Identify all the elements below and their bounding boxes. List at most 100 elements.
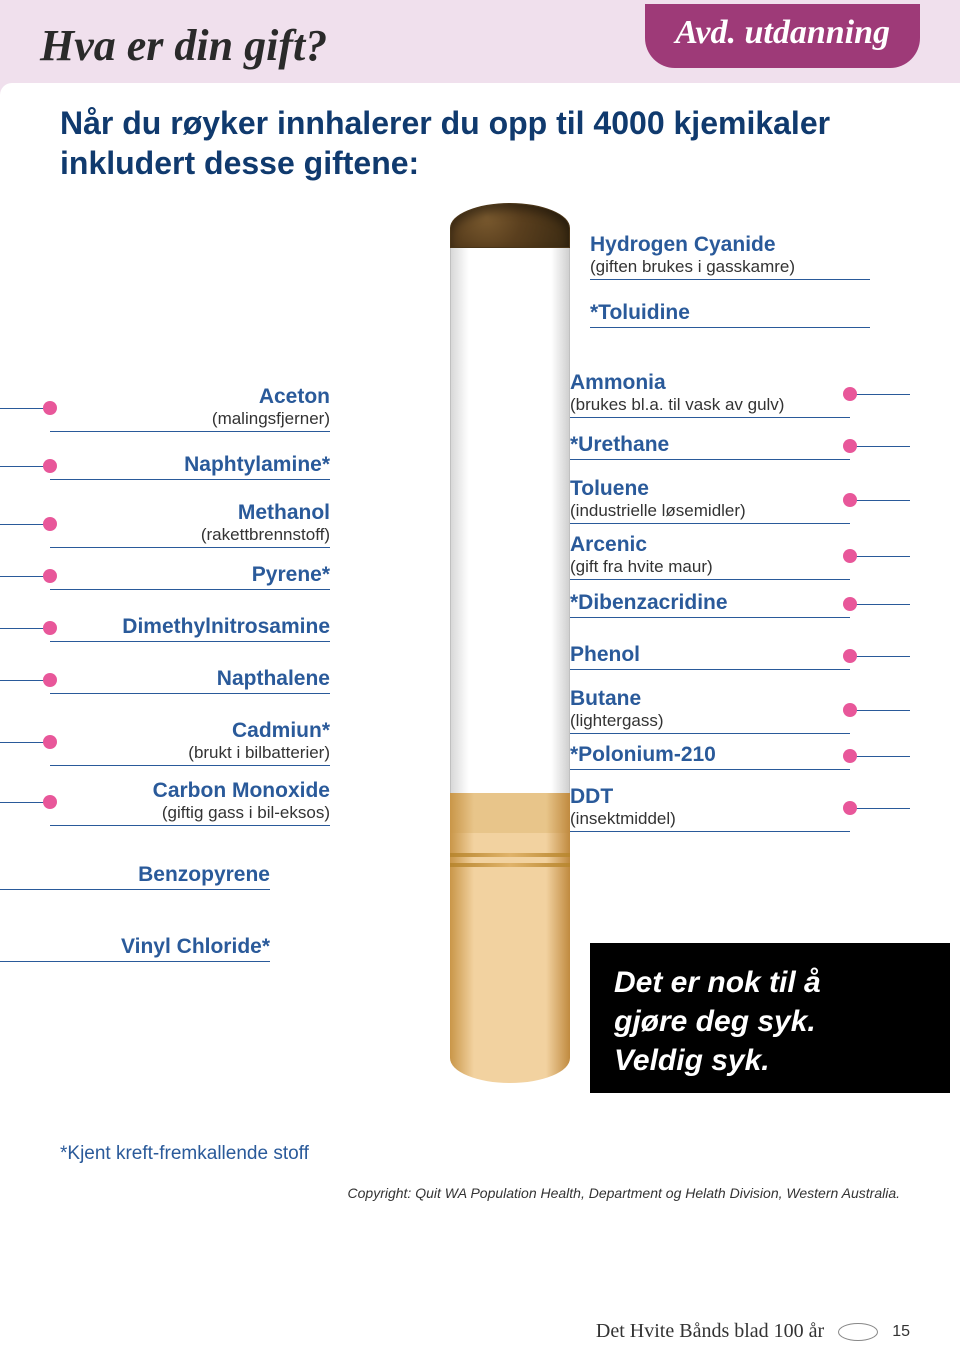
cigarette-tip <box>450 203 570 248</box>
chemical-label: *Polonium-210 <box>570 743 910 770</box>
label-text: Ammonia(brukes bl.a. til vask av gulv) <box>570 371 850 418</box>
chemical-label: Methanol(rakettbrennstoff) <box>0 501 330 548</box>
chemical-name: Toluene <box>570 477 850 501</box>
chemical-description: (malingsfjerner) <box>50 409 330 429</box>
cigarette-body <box>450 233 570 833</box>
chemical-label: Hydrogen Cyanide(giften brukes i gasskam… <box>570 233 870 280</box>
chemical-label: Aceton(malingsfjerner) <box>0 385 330 432</box>
chemical-name: Hydrogen Cyanide <box>590 233 870 257</box>
chemical-name: Pyrene* <box>50 563 330 587</box>
chemical-name: *Urethane <box>570 433 850 457</box>
chemical-description: (insektmiddel) <box>570 809 850 829</box>
chemical-name: *Toluidine <box>590 301 870 325</box>
connector-line <box>850 656 910 657</box>
chemical-description: (giftig gass i bil-eksos) <box>50 803 330 823</box>
chemical-name: Methanol <box>50 501 330 525</box>
intro-text: Når du røyker innhalerer du opp til 4000… <box>60 103 900 183</box>
label-text: *Dibenzacridine <box>570 591 850 618</box>
chemical-label: Toluene(industrielle løsemidler) <box>570 477 910 524</box>
chemical-name: Carbon Monoxide <box>50 779 330 803</box>
chemical-name: Cadmiun* <box>50 719 330 743</box>
connector-line <box>850 446 910 447</box>
label-text: Naphtylamine* <box>50 453 330 480</box>
chemical-name: Phenol <box>570 643 850 667</box>
chemical-name: Vinyl Chloride* <box>0 935 270 959</box>
connector-line <box>0 742 50 743</box>
chemical-label: *Urethane <box>570 433 910 460</box>
connector-line <box>850 756 910 757</box>
chemical-label: Pyrene* <box>0 563 330 590</box>
footnote: *Kjent kreft-fremkallende stoff <box>60 1143 900 1165</box>
chemical-label: *Dibenzacridine <box>570 591 910 618</box>
warning-line: Veldig syk. <box>614 1041 926 1080</box>
chemical-label: Vinyl Chloride* <box>0 935 330 962</box>
footer-area: *Kjent kreft-fremkallende stoff Copyrigh… <box>0 1143 960 1201</box>
connector-line <box>850 710 910 711</box>
cigarette-diagram: Aceton(malingsfjerner)Naphtylamine*Metha… <box>60 223 900 1123</box>
chemical-name: Benzopyrene <box>0 863 270 887</box>
cigarette-graphic <box>450 203 570 1083</box>
publication-name: Det Hvite Bånds blad 100 år <box>596 1320 824 1343</box>
label-text: *Urethane <box>570 433 850 460</box>
warning-line: gjøre deg syk. <box>614 1002 926 1041</box>
label-text: DDT(insektmiddel) <box>570 785 850 832</box>
chemical-label: Phenol <box>570 643 910 670</box>
chemical-name: Ammonia <box>570 371 850 395</box>
chemical-label: *Toluidine <box>570 301 870 328</box>
warning-box: Det er nok til å gjøre deg syk. Veldig s… <box>590 943 950 1093</box>
label-text: Hydrogen Cyanide(giften brukes i gasskam… <box>590 233 870 280</box>
chemical-name: DDT <box>570 785 850 809</box>
page-footer: Det Hvite Bånds blad 100 år 15 <box>596 1320 910 1343</box>
chemical-label: DDT(insektmiddel) <box>570 785 910 832</box>
connector-line <box>850 556 910 557</box>
connector-line <box>0 408 50 409</box>
chemical-name: *Polonium-210 <box>570 743 850 767</box>
label-text: Methanol(rakettbrennstoff) <box>50 501 330 548</box>
label-text: Pyrene* <box>50 563 330 590</box>
connector-line <box>850 500 910 501</box>
label-text: *Toluidine <box>590 301 870 328</box>
ring-icon <box>838 1323 878 1341</box>
chemical-description: (giften brukes i gasskamre) <box>590 257 870 277</box>
chemical-label: Naphtylamine* <box>0 453 330 480</box>
chemical-name: Aceton <box>50 385 330 409</box>
chemical-label: Dimethylnitrosamine <box>0 615 330 642</box>
connector-line <box>0 680 50 681</box>
chemical-label: Benzopyrene <box>0 863 330 890</box>
connector-line <box>850 604 910 605</box>
chemical-label: Butane(lightergass) <box>570 687 910 734</box>
chemical-description: (industrielle løsemidler) <box>570 501 850 521</box>
label-text: Benzopyrene <box>0 863 270 890</box>
header: Hva er din gift? Avd. utdanning <box>0 0 960 71</box>
chemical-label: Carbon Monoxide(giftig gass i bil-eksos) <box>0 779 330 826</box>
connector-line <box>0 802 50 803</box>
connector-line <box>850 808 910 809</box>
chemical-label: Cadmiun*(brukt i bilbatterier) <box>0 719 330 766</box>
copyright: Copyright: Quit WA Population Health, De… <box>60 1185 900 1201</box>
chemical-description: (brukes bl.a. til vask av gulv) <box>570 395 850 415</box>
chemical-name: *Dibenzacridine <box>570 591 850 615</box>
label-text: Dimethylnitrosamine <box>50 615 330 642</box>
chemical-name: Napthalene <box>50 667 330 691</box>
chemical-label: Ammonia(brukes bl.a. til vask av gulv) <box>570 371 910 418</box>
chemical-description: (rakettbrennstoff) <box>50 525 330 545</box>
chemical-name: Butane <box>570 687 850 711</box>
content-area: Når du røyker innhalerer du opp til 4000… <box>0 83 960 1123</box>
chemical-label: Arcenic(gift fra hvite maur) <box>570 533 910 580</box>
chemical-name: Naphtylamine* <box>50 453 330 477</box>
label-text: Vinyl Chloride* <box>0 935 270 962</box>
connector-line <box>0 576 50 577</box>
connector-line <box>0 466 50 467</box>
chemical-name: Arcenic <box>570 533 850 557</box>
label-text: Carbon Monoxide(giftig gass i bil-eksos) <box>50 779 330 826</box>
page-title: Hva er din gift? <box>40 20 327 71</box>
page-number: 15 <box>892 1323 910 1341</box>
chemical-name: Dimethylnitrosamine <box>50 615 330 639</box>
cigarette-filter <box>450 833 570 1083</box>
cigarette-ring <box>450 863 570 867</box>
connector-line <box>0 524 50 525</box>
label-text: Arcenic(gift fra hvite maur) <box>570 533 850 580</box>
label-text: Aceton(malingsfjerner) <box>50 385 330 432</box>
label-text: Napthalene <box>50 667 330 694</box>
chemical-description: (brukt i bilbatterier) <box>50 743 330 763</box>
